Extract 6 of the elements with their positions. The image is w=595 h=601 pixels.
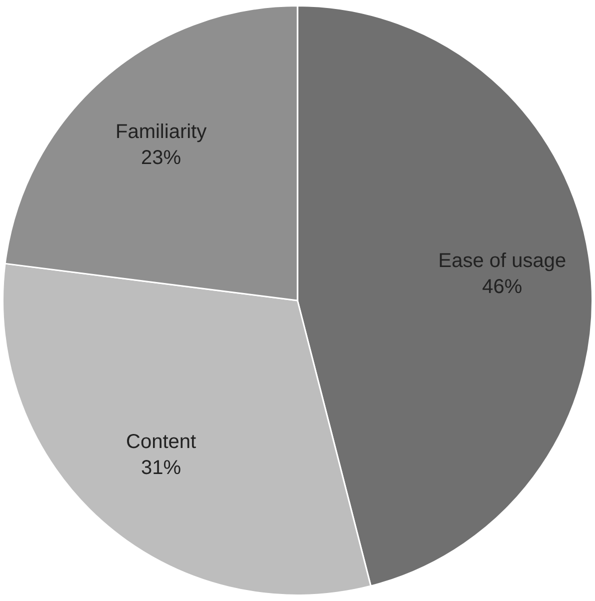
data-label: 23%: [141, 147, 182, 170]
data-label: 31%: [141, 456, 182, 479]
slice-label: Familiarity: [115, 121, 207, 144]
slice-label: Ease of usage: [438, 250, 566, 272]
data-label: 46%: [482, 276, 522, 298]
slice-label: Content: [126, 430, 197, 453]
